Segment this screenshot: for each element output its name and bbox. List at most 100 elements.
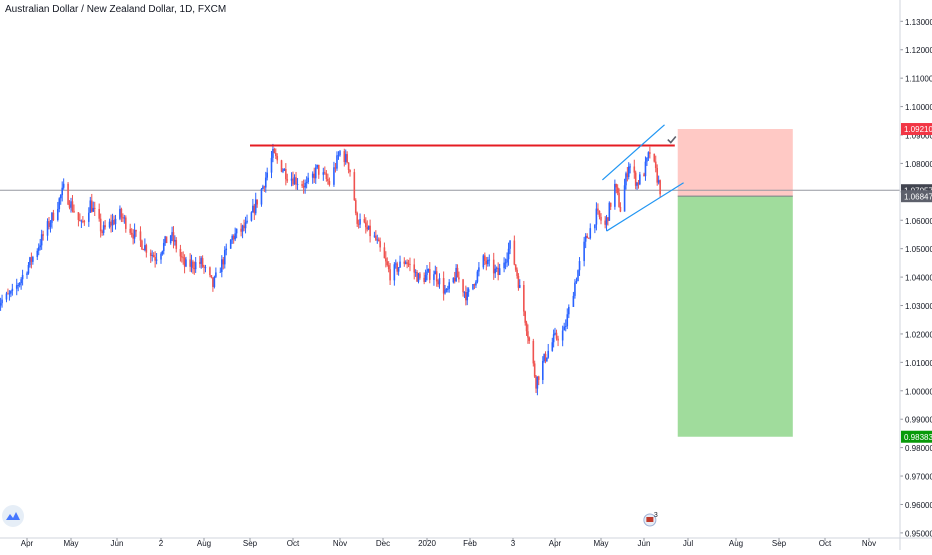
candle-body[interactable] xyxy=(504,262,507,264)
candle-body[interactable] xyxy=(229,239,232,249)
candle-body[interactable] xyxy=(472,283,474,290)
candle-body[interactable] xyxy=(225,248,228,251)
candle-body[interactable] xyxy=(189,259,191,267)
candle-body[interactable] xyxy=(357,223,360,225)
candle-body[interactable] xyxy=(193,268,196,270)
candle-body[interactable] xyxy=(643,174,645,177)
candle-body[interactable] xyxy=(608,202,611,221)
candle-body[interactable] xyxy=(182,257,184,259)
candle-body[interactable] xyxy=(456,267,459,278)
candle-body[interactable] xyxy=(26,273,28,275)
price-axis[interactable]: 0.95000 0.96000 0.97000 0.98000 0.99000 1.000… xyxy=(899,0,932,550)
candle-body[interactable] xyxy=(455,267,457,282)
candle-body[interactable] xyxy=(359,219,361,225)
candlestick-series[interactable] xyxy=(0,143,661,396)
candle-body[interactable] xyxy=(141,240,143,250)
candle-body[interactable] xyxy=(507,248,510,260)
candle-body[interactable] xyxy=(552,334,555,343)
candle-body[interactable] xyxy=(397,267,400,272)
candle-body[interactable] xyxy=(347,162,350,170)
candle-body[interactable] xyxy=(240,228,242,232)
candle-body[interactable] xyxy=(90,200,93,212)
candle-body[interactable] xyxy=(296,184,299,185)
candle-body[interactable] xyxy=(594,224,596,229)
candle-body[interactable] xyxy=(244,222,247,229)
candle-body[interactable] xyxy=(101,231,103,233)
candle-body[interactable] xyxy=(503,262,505,269)
candle-body[interactable] xyxy=(292,178,294,185)
candle-body[interactable] xyxy=(290,178,293,181)
candle-body[interactable] xyxy=(367,225,370,230)
candle-body[interactable] xyxy=(656,167,658,183)
candle-body[interactable] xyxy=(234,233,236,240)
candle-body[interactable] xyxy=(270,157,273,173)
candle-body[interactable] xyxy=(557,338,559,341)
candle-body[interactable] xyxy=(536,376,539,389)
candle-body[interactable] xyxy=(123,217,126,219)
candle-body[interactable] xyxy=(223,250,226,265)
candle-body[interactable] xyxy=(575,281,578,283)
candle-body[interactable] xyxy=(139,231,142,241)
candle-body[interactable] xyxy=(21,274,24,280)
candle-body[interactable] xyxy=(144,245,146,250)
candle-body[interactable] xyxy=(574,282,576,296)
candle-body[interactable] xyxy=(145,245,148,253)
drawing-tools[interactable]: 3 xyxy=(250,124,684,527)
candle-body[interactable] xyxy=(399,261,401,268)
candle-body[interactable] xyxy=(80,220,83,222)
candle-body[interactable] xyxy=(482,255,485,268)
candle-body[interactable] xyxy=(424,274,427,282)
candle-body[interactable] xyxy=(52,212,55,220)
candle-body[interactable] xyxy=(516,269,518,276)
candle-body[interactable] xyxy=(317,164,320,175)
candle-body[interactable] xyxy=(253,205,256,214)
candle-body[interactable] xyxy=(566,314,569,327)
candle-body[interactable] xyxy=(212,277,214,287)
candle-body[interactable] xyxy=(243,225,245,229)
candle-body[interactable] xyxy=(280,160,283,172)
candle-body[interactable] xyxy=(171,232,173,236)
candle-body[interactable] xyxy=(293,177,296,185)
candle-body[interactable] xyxy=(568,306,570,315)
candle-body[interactable] xyxy=(154,256,156,261)
candle-body[interactable] xyxy=(518,285,521,288)
candle-body[interactable] xyxy=(578,261,581,271)
candle-body[interactable] xyxy=(113,219,115,225)
candle-body[interactable] xyxy=(15,285,18,289)
candle-body[interactable] xyxy=(10,291,12,294)
candle-body[interactable] xyxy=(626,173,629,177)
candle-body[interactable] xyxy=(649,152,651,154)
candle-body[interactable] xyxy=(59,195,62,199)
candle-body[interactable] xyxy=(30,257,33,262)
candle-body[interactable] xyxy=(528,337,531,341)
candle-body[interactable] xyxy=(475,281,477,286)
candle-body[interactable] xyxy=(416,272,418,282)
candle-body[interactable] xyxy=(343,151,346,163)
candle-body[interactable] xyxy=(314,167,317,179)
candle-body[interactable] xyxy=(417,273,420,282)
candle-body[interactable] xyxy=(29,257,31,266)
candle-body[interactable] xyxy=(356,213,358,224)
candle-body[interactable] xyxy=(203,266,205,268)
candle-body[interactable] xyxy=(235,228,238,234)
candle-body[interactable] xyxy=(373,235,376,237)
candle-body[interactable] xyxy=(615,183,618,188)
candle-body[interactable] xyxy=(586,235,588,239)
candle-body[interactable] xyxy=(209,267,211,276)
candle-body[interactable] xyxy=(659,180,661,195)
candle-body[interactable] xyxy=(414,272,417,273)
candle-body[interactable] xyxy=(263,186,266,188)
candle-body[interactable] xyxy=(151,255,153,256)
candle-body[interactable] xyxy=(394,263,397,265)
candle-body[interactable] xyxy=(7,293,9,295)
candle-body[interactable] xyxy=(555,332,558,339)
candle-body[interactable] xyxy=(61,187,63,196)
time-axis[interactable]: Apr May Jun 2 Aug Sep Oct Nov Dec 2020 Feb 3 Apr May J… xyxy=(0,537,932,548)
candle-body[interactable] xyxy=(409,263,411,265)
candle-body[interactable] xyxy=(108,221,111,228)
candle-body[interactable] xyxy=(484,255,486,261)
candle-body[interactable] xyxy=(222,259,225,265)
candle-body[interactable] xyxy=(517,275,520,288)
candle-body[interactable] xyxy=(572,295,575,307)
